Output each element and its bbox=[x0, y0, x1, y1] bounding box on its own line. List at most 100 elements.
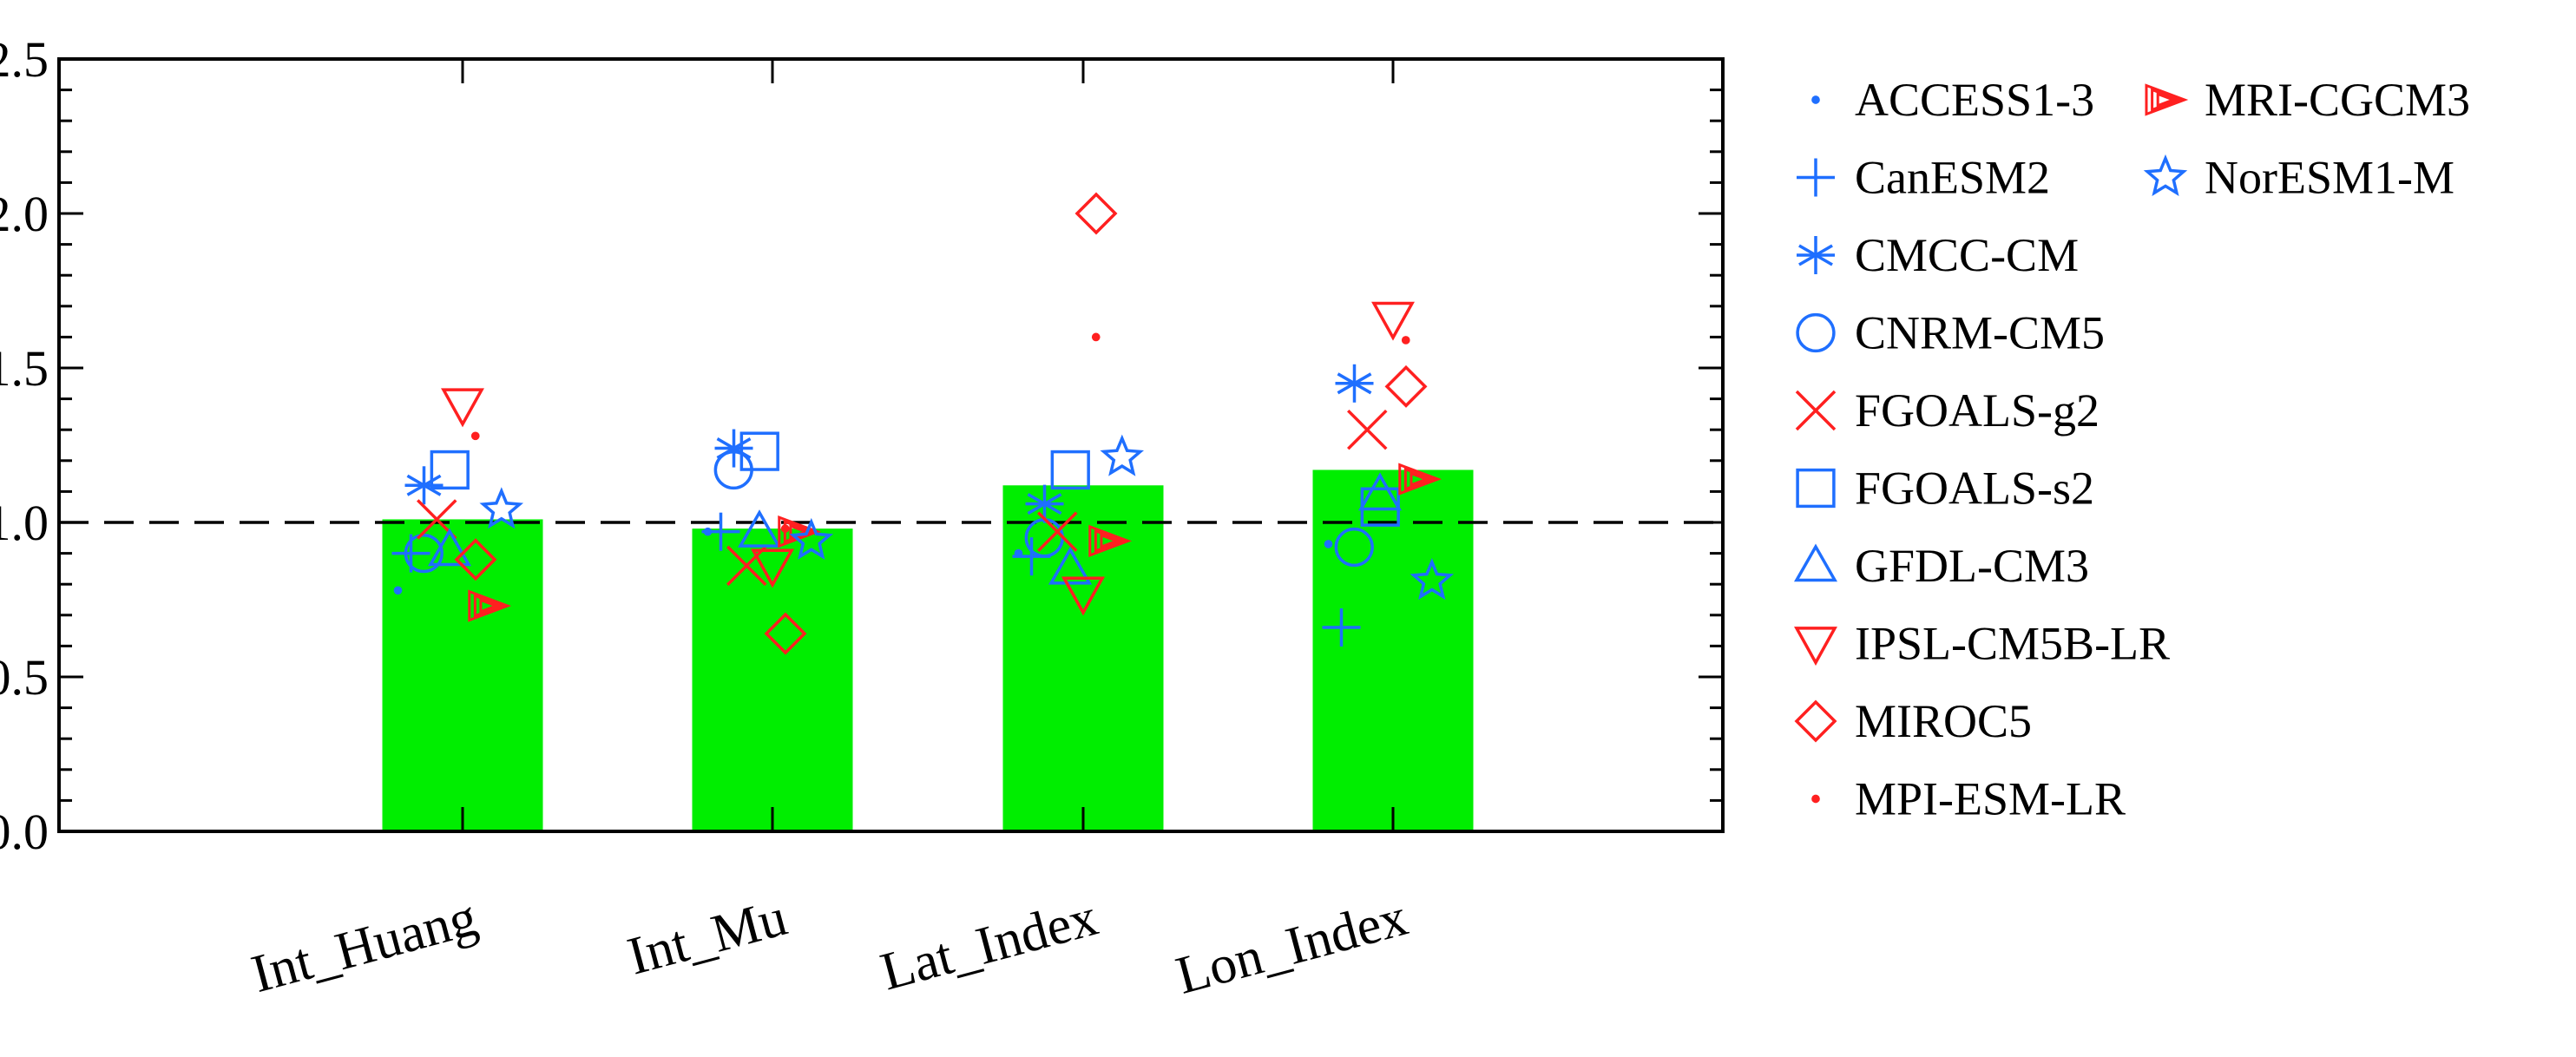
marker-MIROC5-Int_Huang bbox=[454, 538, 497, 581]
chevron-mark bbox=[468, 589, 512, 622]
legend-item-ACCESS1-3: ACCESS1-3 bbox=[1811, 74, 2094, 126]
triangle-mark bbox=[737, 509, 782, 548]
cross-b bbox=[417, 499, 457, 540]
marker-MRI-CGCM3-Int_Huang bbox=[468, 589, 512, 622]
chevron-mark bbox=[473, 594, 506, 618]
chevron-mark bbox=[2151, 88, 2183, 112]
marker-NorESM1-M-Lon_Index bbox=[1410, 558, 1455, 601]
star-mark bbox=[789, 517, 834, 560]
star-mark bbox=[2143, 154, 2188, 196]
x-tick-label: Lat_Index bbox=[875, 888, 1104, 1002]
legend-item-GFDL-CM3: GFDL-CM3 bbox=[1793, 540, 2089, 592]
marker-CMCC-CM-Lat_Index bbox=[1025, 484, 1064, 523]
y-tick-label: 2.5 bbox=[0, 31, 49, 88]
star-mark bbox=[1100, 434, 1145, 476]
dot-mark bbox=[1811, 95, 1820, 104]
marker-MPI-ESM-LR-Lon_Index bbox=[1401, 336, 1410, 345]
legend-item-CNRM-CM5: CNRM-CM5 bbox=[1796, 307, 2105, 359]
legend-label: FGOALS-s2 bbox=[1855, 463, 2094, 515]
legend-item-IPSL-CM5B-LR: IPSL-CM5B-LR bbox=[1794, 618, 2170, 670]
tridown-mark bbox=[1061, 576, 1105, 616]
square-mark bbox=[739, 431, 779, 471]
dot-mark bbox=[470, 431, 480, 441]
y-tick-labels: 0.0 0.5 1.0 1.5 2.0 2.5 bbox=[0, 31, 49, 860]
marker-FGOALS-s2-Lat_Index bbox=[1050, 450, 1090, 490]
circle-mark bbox=[1796, 312, 1836, 353]
tridown-mark bbox=[1794, 627, 1837, 666]
legend-label: CNRM-CM5 bbox=[1855, 307, 2105, 359]
star-mark bbox=[1410, 558, 1455, 601]
diamond-mark bbox=[454, 538, 497, 581]
legend-label: MPI-ESM-LR bbox=[1855, 773, 2126, 825]
chevron-mark bbox=[1410, 471, 1430, 487]
bar-Int_Mu bbox=[692, 528, 853, 831]
legend-marker bbox=[1797, 158, 1835, 197]
y-tick-label: 2.0 bbox=[0, 186, 49, 242]
marker-GFDL-CM3-Lat_Index bbox=[1048, 546, 1093, 585]
legend-marker bbox=[1797, 236, 1835, 274]
cross-b bbox=[1347, 409, 1388, 450]
dot-mark bbox=[393, 586, 403, 595]
x-tick-labels: Int_Huang Int_Mu Lat_Index Lon_Index bbox=[246, 888, 1414, 1006]
legend-item-CanESM2: CanESM2 bbox=[1797, 152, 2050, 204]
circle-mark bbox=[1334, 527, 1374, 568]
axes-layer bbox=[57, 57, 1725, 833]
legend-label: ACCESS1-3 bbox=[1855, 74, 2094, 126]
diamond-mark bbox=[1074, 192, 1118, 235]
marker-CMCC-CM-Int_Mu bbox=[714, 429, 753, 468]
chevron-mark bbox=[1403, 467, 1436, 491]
legend-marker bbox=[1811, 794, 1820, 804]
marker-MPI-ESM-LR-Int_Huang bbox=[470, 431, 480, 441]
square-mark bbox=[430, 450, 470, 490]
legend-item-FGOALS-g2: FGOALS-g2 bbox=[1795, 384, 2100, 437]
triangle-mark bbox=[1048, 546, 1093, 585]
marker-ACCESS1-3-Int_Huang bbox=[393, 586, 403, 595]
tridown-mark bbox=[1371, 301, 1415, 341]
diamond-mark bbox=[1794, 699, 1837, 743]
marker-MRI-CGCM3-Lon_Index bbox=[1398, 463, 1442, 496]
legend-marker bbox=[1793, 543, 1838, 582]
dot-mark bbox=[1401, 336, 1410, 345]
legend-label: FGOALS-g2 bbox=[1855, 384, 2100, 437]
x-tick-label: Int_Mu bbox=[621, 888, 792, 987]
chevron-mark bbox=[2145, 83, 2189, 116]
triangle-mark bbox=[427, 528, 472, 567]
diamond-mark bbox=[764, 612, 807, 655]
legend-marker bbox=[1794, 699, 1837, 743]
legend-label: IPSL-CM5B-LR bbox=[1855, 618, 2170, 670]
legend: ACCESS1-3 CanESM2 CMCC-CM CNRM-CM5 FGOALS-g2… bbox=[1793, 74, 2470, 825]
dot-mark bbox=[1324, 540, 1333, 548]
y-tick-label: 0.5 bbox=[0, 649, 49, 706]
triangle-mark bbox=[1793, 543, 1838, 582]
bar-Lat_Index bbox=[1002, 485, 1164, 831]
y-tick-label: 1.0 bbox=[0, 495, 49, 551]
legend-label: MRI-CGCM3 bbox=[2205, 74, 2470, 126]
legend-marker bbox=[2145, 83, 2189, 116]
marker-FGOALS-s2-Int_Huang bbox=[430, 450, 470, 490]
dot-mark bbox=[1811, 794, 1820, 804]
chevron-mark bbox=[1094, 528, 1127, 554]
chevron-mark bbox=[783, 519, 816, 544]
marker-FGOALS-g2-Int_Mu bbox=[726, 545, 767, 587]
tridown-mark bbox=[751, 548, 794, 588]
marker-CNRM-CM5-Lon_Index bbox=[1334, 527, 1374, 568]
legend-item-CMCC-CM: CMCC-CM bbox=[1797, 229, 2079, 281]
marker-NorESM1-M-Int_Mu bbox=[789, 517, 834, 560]
legend-label: MIROC5 bbox=[1855, 695, 2032, 747]
star-mark bbox=[479, 487, 524, 529]
legend-marker bbox=[1794, 627, 1837, 666]
plot-frame bbox=[57, 57, 1725, 833]
markers-layer bbox=[391, 192, 1455, 655]
marker-IPSL-CM5B-LR-Lon_Index bbox=[1371, 301, 1415, 341]
marker-MPI-ESM-LR-Lat_Index bbox=[1091, 332, 1101, 342]
diamond-mark bbox=[1384, 364, 1428, 408]
marker-IPSL-CM5B-LR-Int_Huang bbox=[441, 388, 484, 428]
chevron-mark bbox=[2156, 92, 2178, 108]
marker-IPSL-CM5B-LR-Int_Mu bbox=[751, 548, 794, 588]
marker-GFDL-CM3-Int_Huang bbox=[427, 528, 472, 567]
marker-CMCC-CM-Lon_Index bbox=[1335, 364, 1374, 403]
legend-item-MPI-ESM-LR: MPI-ESM-LR bbox=[1811, 773, 2126, 825]
square-mark bbox=[1050, 450, 1090, 490]
marker-MRI-CGCM3-Lat_Index bbox=[1088, 524, 1133, 558]
